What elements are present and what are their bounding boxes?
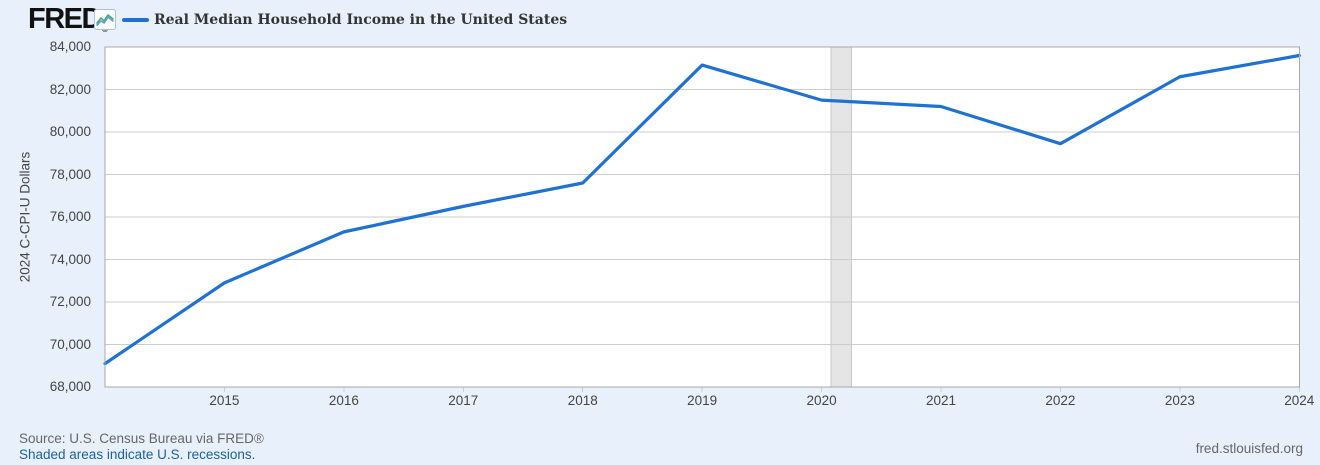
y-tick-label: 68,000 bbox=[49, 379, 91, 394]
y-tick-label: 76,000 bbox=[49, 209, 91, 224]
site-link[interactable]: fred.stlouisfed.org bbox=[1195, 441, 1303, 456]
y-tick-label: 72,000 bbox=[49, 294, 91, 309]
x-tick-label: 2024 bbox=[1284, 393, 1315, 408]
x-tick-label: 2016 bbox=[328, 393, 359, 408]
y-tick-label: 82,000 bbox=[49, 81, 91, 97]
x-tick-label: 2019 bbox=[687, 393, 718, 408]
chart-title[interactable]: Real Median Household Income in the Unit… bbox=[154, 12, 568, 28]
recessions-note-link[interactable]: Shaded areas indicate U.S. recessions. bbox=[19, 447, 256, 462]
legend-line-swatch bbox=[122, 18, 149, 22]
line-chart-icon bbox=[94, 9, 116, 30]
y-tick-label: 70,000 bbox=[49, 336, 91, 352]
x-tick-label: 2020 bbox=[806, 393, 837, 408]
x-tick-label: 2015 bbox=[209, 393, 240, 408]
y-tick-label: 80,000 bbox=[49, 124, 91, 139]
y-tick-label: 84,000 bbox=[49, 39, 91, 54]
source-text: Source: U.S. Census Bureau via FRED® bbox=[19, 431, 264, 446]
x-tick-label: 2017 bbox=[448, 393, 479, 408]
plot-border bbox=[104, 46, 1300, 388]
x-tick-label: 2021 bbox=[925, 393, 957, 408]
data-line bbox=[103, 53, 1301, 366]
x-tick-label: 2023 bbox=[1164, 393, 1195, 408]
y-tick-label: 78,000 bbox=[49, 166, 91, 182]
fred-logo-text: FRED bbox=[28, 3, 102, 35]
y-tick-label: 74,000 bbox=[49, 251, 91, 267]
x-tick-label: 2018 bbox=[567, 393, 598, 408]
x-tick-label: 2022 bbox=[1045, 393, 1076, 408]
